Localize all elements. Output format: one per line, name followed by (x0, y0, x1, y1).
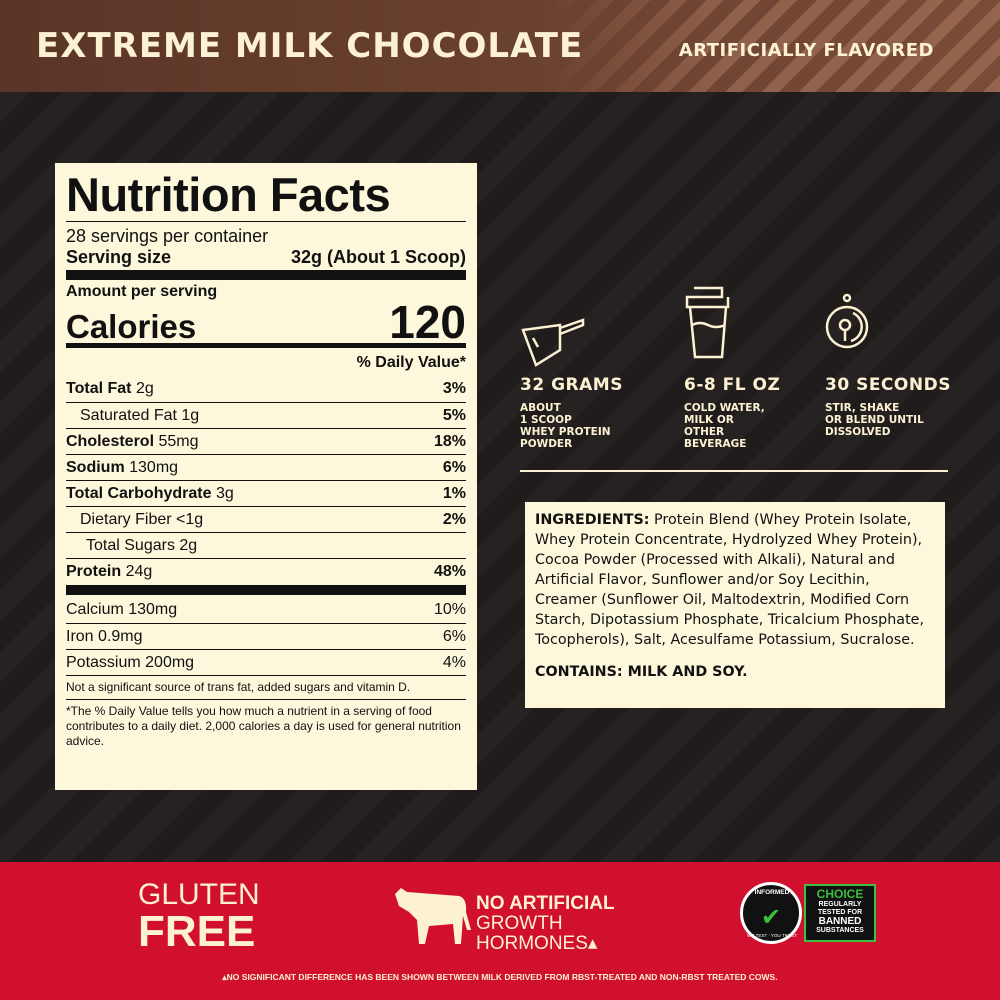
nutrient-dv: 6% (442, 458, 466, 476)
gluten-text: GLUTEN (138, 878, 260, 911)
scoop-icon (521, 318, 585, 367)
claims-banner: GLUTEN FREE NO ARTIFICIAL GROWTH HORMONES… (0, 862, 1000, 1000)
header-banner: EXTREME MILK CHOCOLATE ARTIFICIALLY FLAV… (0, 0, 1000, 92)
badge-line: BANNED (818, 916, 862, 927)
badge-line: REGULARLY (818, 901, 862, 908)
nutrient-row: Dietary Fiber <1g 2% (66, 506, 466, 532)
ingredients-text: Protein Blend (Whey Protein Isolate, Whe… (535, 512, 925, 648)
nutrient-name: Total Fat 2g (66, 380, 154, 397)
direction-title: 32 GRAMS (520, 375, 623, 395)
free-text: FREE (138, 907, 256, 956)
nutrient-dv: 1% (442, 484, 466, 502)
nutrient-name: Dietary Fiber <1g (80, 510, 204, 528)
daily-value-header: % Daily Value* (356, 354, 466, 371)
nutrient-name: Saturated Fat 1g (80, 406, 200, 424)
serving-size-label: Serving size (66, 247, 172, 267)
amount-per-serving: Amount per serving (66, 283, 218, 300)
badge-line: TESTED FOR (817, 909, 863, 916)
nutrient-row: Total Sugars 2g (66, 532, 466, 558)
shaker-bottle-icon (685, 286, 730, 359)
serving-size-row: Serving size 32g (About 1 Scoop) (66, 247, 466, 268)
mineral-row: Calcium 130mg 10% (66, 597, 466, 623)
no-hormones-claim: NO ARTIFICIAL GROWTH HORMONES▴ (476, 894, 615, 954)
choice-title: CHOICE (816, 887, 864, 901)
nutrient-row: Total Carbohydrate 3g 1% (66, 480, 466, 506)
informed-seal: INFORMED ✔ WE TEST · YOU TRUST (740, 882, 802, 944)
stripe-pattern (540, 0, 1000, 92)
gluten-free-claim: GLUTEN FREE (138, 880, 260, 954)
allergen-statement: CONTAINS: MILK AND SOY. (535, 664, 748, 680)
daily-value-footnote: *The % Daily Value tells you how much a … (66, 699, 466, 753)
choice-box: CHOICE REGULARLY TESTED FOR BANNED SUBST… (804, 884, 876, 942)
nutrient-name: Protein 24g (66, 562, 153, 580)
direction-title: 6-8 FL OZ (684, 375, 781, 395)
nutrient-dv: 18% (433, 432, 466, 450)
divider (520, 470, 948, 472)
nutrient-row: Saturated Fat 1g 5% (66, 402, 466, 428)
nutrient-row: Protein 24g 48% (66, 558, 466, 584)
direction-desc: STIR, SHAKE OR BLEND UNTIL DISSOLVED (825, 402, 924, 438)
direction-title: 30 SECONDS (825, 375, 951, 395)
nutrient-name: Total Sugars 2g (86, 536, 198, 554)
mineral-name: Iron 0.9mg (66, 627, 143, 645)
nutrient-dv: 3% (442, 380, 466, 397)
nutrient-name: Total Carbohydrate 3g (66, 484, 234, 502)
claim-line: GROWTH (476, 913, 563, 934)
claim-line: HORMONES▴ (476, 933, 598, 954)
direction-desc: COLD WATER, MILK OR OTHER BEVERAGE (684, 402, 765, 450)
cow-icon (395, 888, 471, 944)
disclaimer: ▴NO SIGNIFICANT DIFFERENCE HAS BEEN SHOW… (222, 972, 778, 982)
directions: 32 GRAMS ABOUT 1 SCOOP WHEY PROTEIN POWD… (520, 285, 950, 465)
mineral-dv: 6% (442, 627, 466, 645)
nutrient-name: Cholesterol 55mg (66, 432, 199, 450)
nutrient-name: Sodium 130mg (66, 458, 179, 476)
flavor-title: EXTREME MILK CHOCOLATE (36, 26, 584, 66)
direction-desc: ABOUT 1 SCOOP WHEY PROTEIN POWDER (520, 402, 611, 450)
mineral-dv: 10% (433, 601, 466, 618)
direction-shaker: 6-8 FL OZ COLD WATER, MILK OR OTHER BEVE… (684, 285, 780, 450)
nutrient-dv: 2% (442, 510, 466, 528)
ingredients-label: INGREDIENTS: (535, 512, 650, 528)
ingredients-panel: INGREDIENTS: Protein Blend (Whey Protein… (525, 502, 945, 708)
claim-line: NO ARTIFICIAL (476, 893, 615, 914)
calories-value: 120 (389, 296, 466, 348)
seal-text: INFORMED (754, 889, 790, 896)
nutrient-row: Sodium 130mg 6% (66, 454, 466, 480)
mineral-name: Calcium 130mg (66, 601, 178, 618)
checkmark-icon: ✔ (761, 904, 782, 931)
calories-row: Calories 120 (66, 295, 466, 348)
flavor-subtitle: ARTIFICIALLY FLAVORED (678, 40, 934, 61)
nutrition-facts-panel: Nutrition Facts 28 servings per containe… (55, 163, 477, 790)
timer-icon (825, 293, 869, 349)
serving-size-value: 32g (About 1 Scoop) (291, 247, 466, 267)
seal-text-bottom: WE TEST · YOU TRUST (747, 933, 797, 938)
nutrient-row: Cholesterol 55mg 18% (66, 428, 466, 454)
mineral-row: Potassium 200mg 4% (66, 649, 466, 675)
mineral-dv: 4% (442, 653, 466, 671)
mineral-row: Iron 0.9mg 6% (66, 623, 466, 649)
badge-line: SUBSTANCES (816, 927, 864, 934)
informed-choice-badge: INFORMED ✔ WE TEST · YOU TRUST CHOICE RE… (740, 882, 878, 944)
nutrient-dv: 5% (442, 406, 466, 424)
servings-per-container: 28 servings per container (66, 226, 269, 246)
nutrition-note: Not a significant source of trans fat, a… (66, 675, 466, 699)
mineral-name: Potassium 200mg (66, 653, 195, 671)
calories-label: Calories (66, 308, 197, 345)
nutrition-title: Nutrition Facts (66, 168, 391, 221)
nutrient-row: Total Fat 2g 3% (66, 376, 466, 402)
nutrient-dv: 48% (433, 562, 466, 580)
